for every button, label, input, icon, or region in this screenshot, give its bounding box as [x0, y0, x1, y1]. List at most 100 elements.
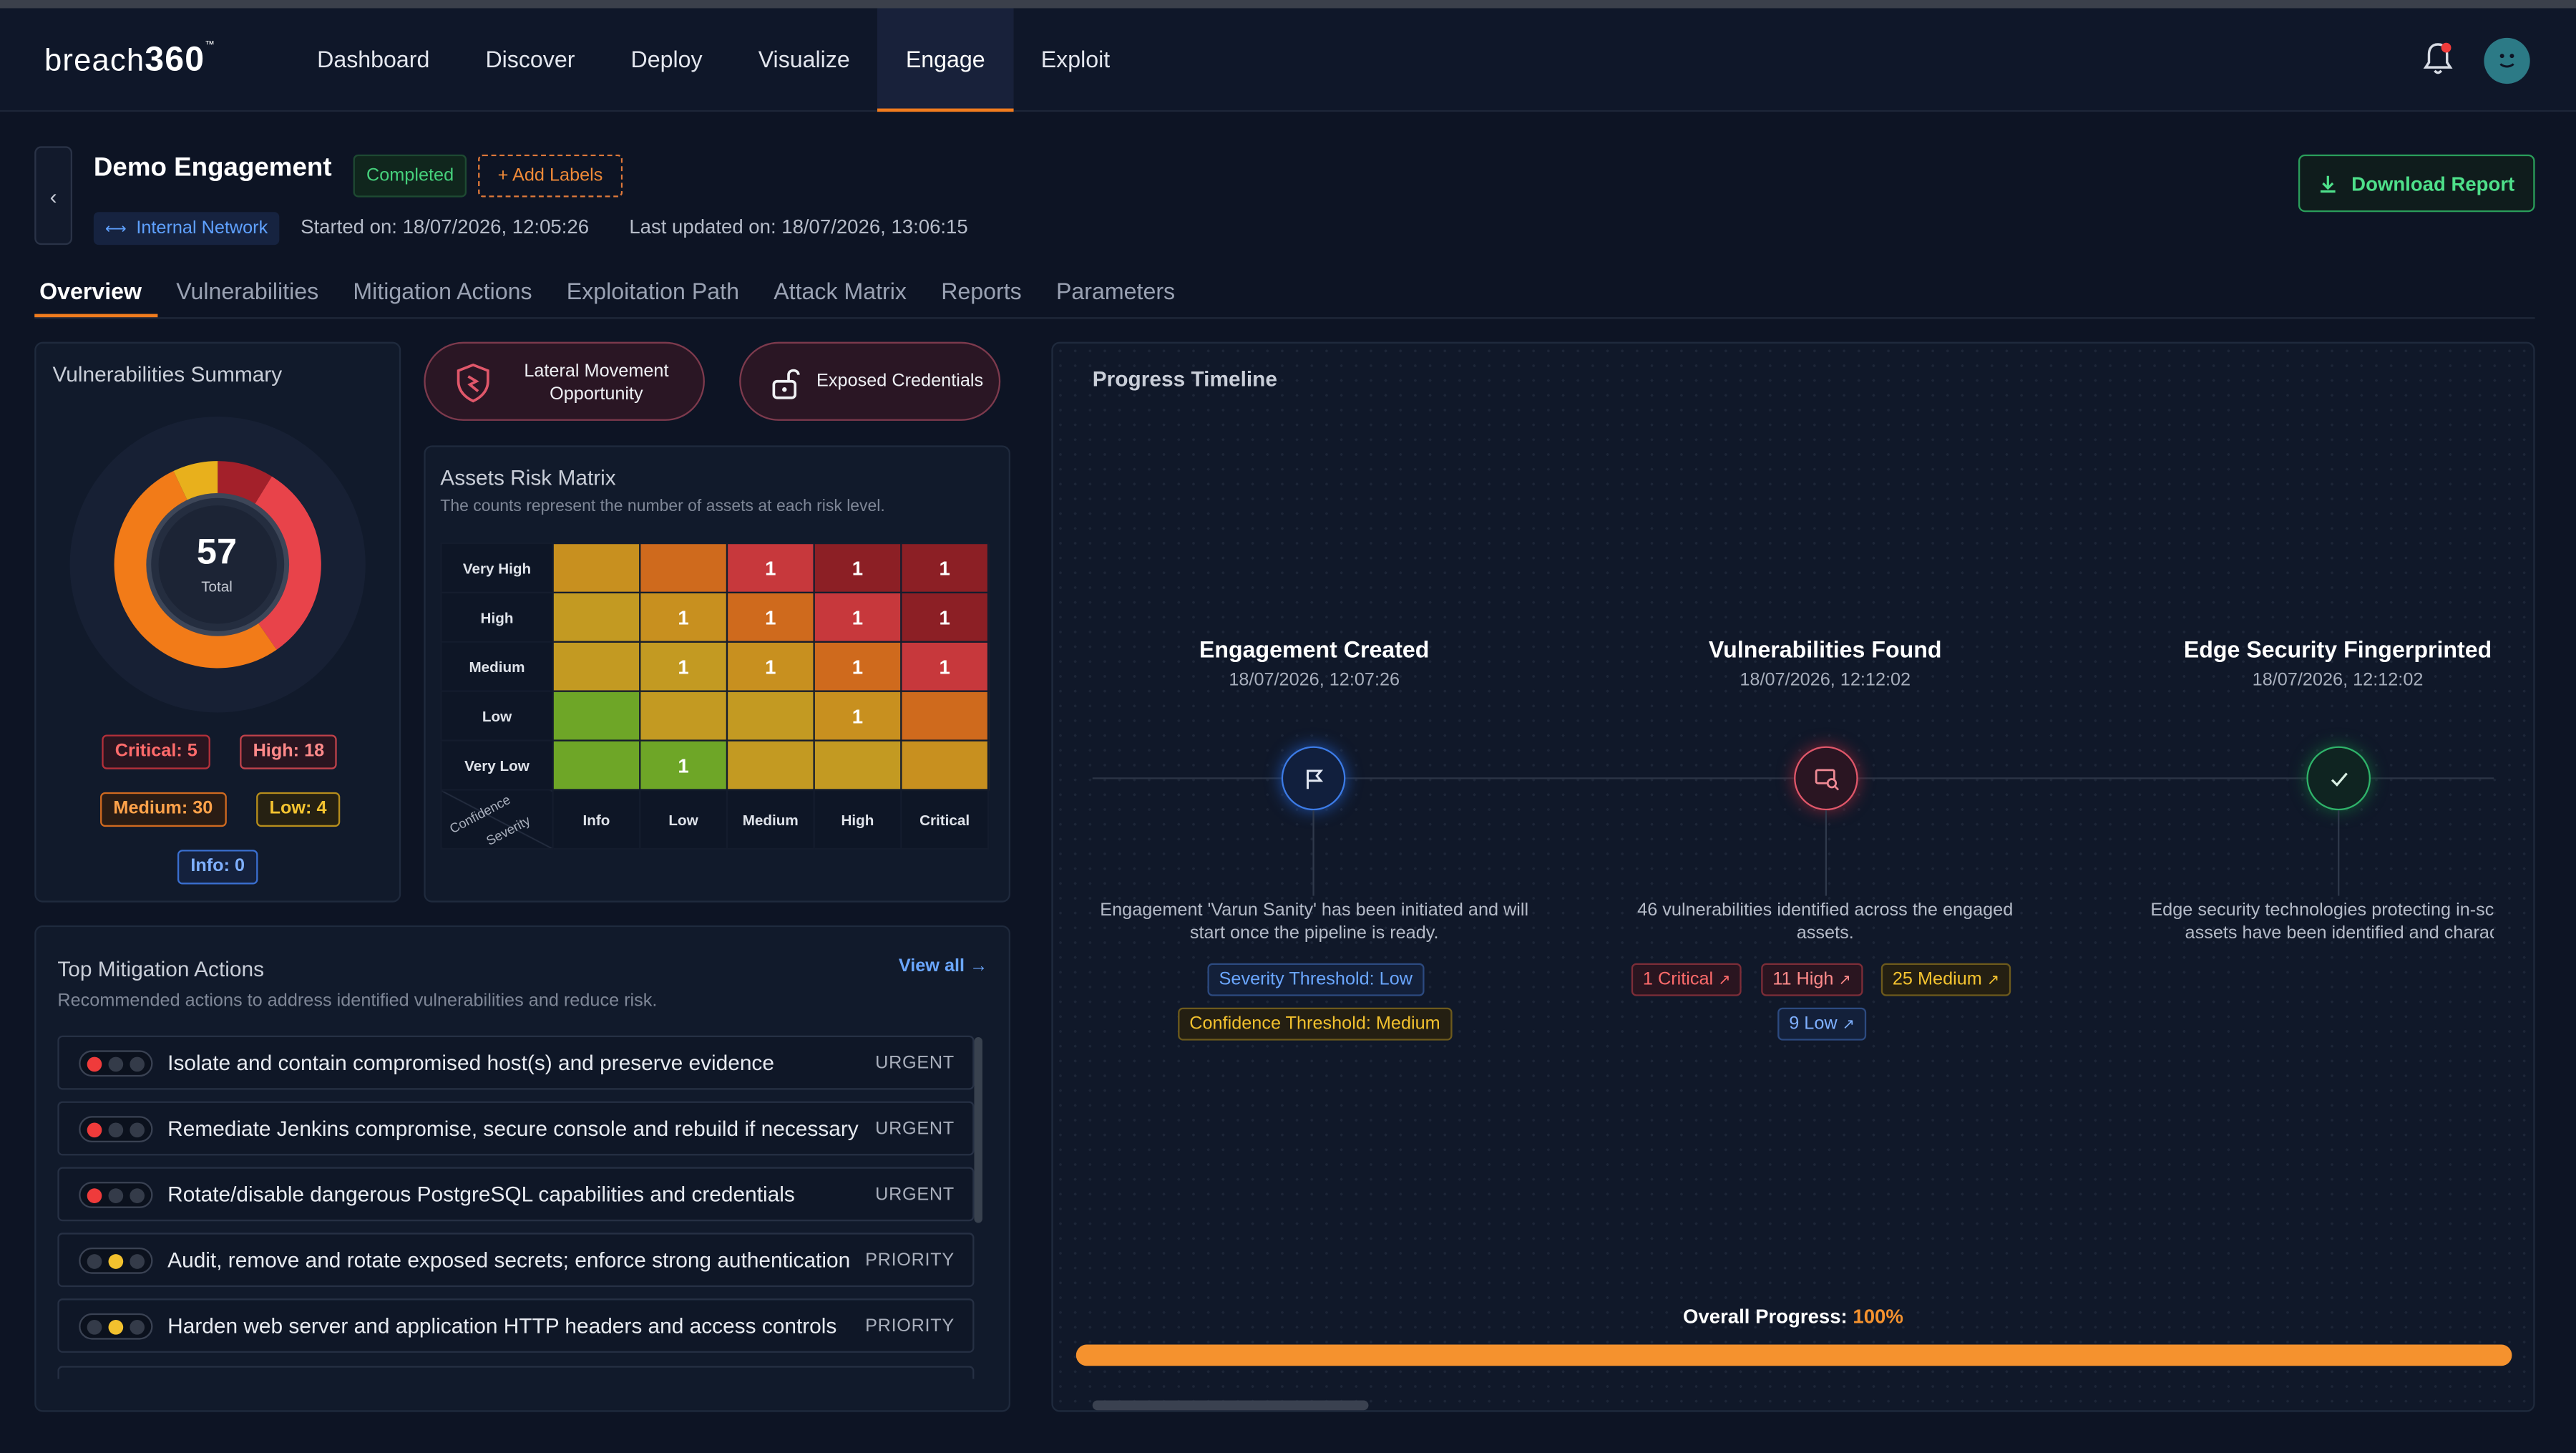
mitigation-text: Isolate and contain compromised host(s) … [167, 1050, 774, 1075]
matrix-cell[interactable]: 1 [813, 690, 902, 742]
status-badge: Completed [353, 154, 467, 198]
nav-discover[interactable]: Discover [485, 46, 575, 73]
timeline-horizontal-scrollbar[interactable] [1092, 1400, 1369, 1411]
tab-reports[interactable]: Reports [941, 278, 1022, 304]
view-all-link[interactable]: View all → [898, 956, 988, 977]
tab-parameters[interactable]: Parameters [1055, 278, 1176, 304]
matrix-row-label: Low [440, 690, 554, 742]
matrix-cell[interactable] [552, 542, 641, 594]
matrix-cell[interactable]: 1 [726, 641, 815, 692]
confidence-threshold-tag: Confidence Threshold: Medium [1178, 1007, 1452, 1041]
user-avatar[interactable] [2484, 37, 2530, 84]
matrix-cell[interactable] [726, 739, 815, 791]
matrix-cell[interactable] [639, 690, 728, 742]
network-icon: ⟷ [104, 220, 127, 237]
matrix-severity-label: Severity [484, 813, 533, 849]
monitor-search-icon [1814, 768, 1838, 790]
traffic-light-icon [79, 1247, 153, 1274]
nav-dashboard[interactable]: Dashboard [317, 46, 430, 73]
download-report-button[interactable]: Download Report [2298, 154, 2535, 213]
main-nav: Dashboard Discover Deploy Visualize Enga… [289, 8, 1138, 112]
mitigation-priority: PRIORITY [865, 1250, 955, 1271]
matrix-cell[interactable]: 1 [726, 591, 815, 643]
critical-tag[interactable]: 1 Critical ↗ [1631, 963, 1742, 996]
tab-vulnerabilities[interactable]: Vulnerabilities [176, 278, 319, 304]
medium-tag[interactable]: 25 Medium ↗ [1880, 963, 2011, 996]
mitigation-item[interactable]: Isolate and contain compromised host(s) … [57, 1035, 975, 1090]
matrix-cell[interactable]: 1 [813, 591, 902, 643]
matrix-cell[interactable] [900, 739, 990, 791]
avatar-face-icon [2499, 54, 2514, 68]
risk-matrix-subtitle: The counts represent the number of asset… [440, 497, 885, 517]
mitigation-text: Audit, remove and rotate exposed secrets… [167, 1247, 851, 1273]
traffic-light-icon [79, 1116, 153, 1142]
donut-slice-medium[interactable] [114, 470, 277, 669]
traffic-light-icon [79, 1313, 153, 1340]
event-node-vulns[interactable] [1794, 746, 1858, 811]
matrix-cell[interactable]: 1 [900, 591, 990, 643]
matrix-cell[interactable] [900, 690, 990, 742]
arrow-right-icon: → [970, 956, 988, 977]
matrix-cell[interactable] [639, 542, 728, 594]
mitigation-priority: PRIORITY [865, 1316, 955, 1336]
back-button[interactable]: ‹ [34, 146, 73, 246]
event-title-vulns: Vulnerabilities Found [1708, 636, 1942, 663]
flag-icon [1305, 769, 1322, 789]
matrix-cell[interactable] [726, 690, 815, 742]
check-icon [2330, 772, 2347, 786]
matrix-col-label: High [813, 789, 902, 850]
matrix-cell[interactable]: 1 [639, 591, 728, 643]
matrix-cell[interactable]: 1 [900, 641, 990, 692]
event-connector [2338, 810, 2340, 896]
add-labels-button[interactable]: + Add Labels [478, 154, 623, 198]
matrix-cell[interactable]: 1 [900, 542, 990, 594]
external-link-icon: ↗ [1986, 971, 2000, 988]
mitigation-item[interactable]: Rotate/disable dangerous PostgreSQL capa… [57, 1167, 975, 1222]
app-logo[interactable]: breach360™ [44, 41, 216, 79]
network-badge: ⟷ Internal Network [93, 212, 280, 246]
mitigation-item[interactable]: Audit, remove and rotate exposed secrets… [57, 1233, 975, 1288]
matrix-cell[interactable]: 1 [639, 739, 728, 791]
overall-progress-fill [1075, 1344, 2512, 1366]
event-node-created[interactable] [1281, 746, 1346, 811]
tab-mitigation-actions[interactable]: Mitigation Actions [353, 278, 532, 304]
matrix-row-label: Very Low [440, 739, 554, 791]
matrix-cell[interactable] [552, 739, 641, 791]
tab-attack-matrix[interactable]: Attack Matrix [774, 278, 907, 304]
shield-icon [457, 363, 489, 403]
download-icon [2321, 175, 2336, 192]
matrix-cell[interactable] [552, 690, 641, 742]
event-node-edge[interactable] [2306, 746, 2371, 811]
mitigation-priority: URGENT [875, 1053, 955, 1074]
nav-visualize[interactable]: Visualize [758, 46, 850, 73]
event-desc-created: Engagement 'Varun Sanity' has been initi… [1100, 900, 1529, 944]
matrix-corner: Confidence Severity [440, 789, 554, 850]
matrix-cell[interactable] [813, 739, 902, 791]
matrix-cell[interactable] [552, 641, 641, 692]
matrix-cell[interactable] [552, 591, 641, 643]
timeline-axis [1092, 777, 2494, 779]
high-tag[interactable]: 11 High ↗ [1761, 963, 1863, 996]
mitigation-subtitle: Recommended actions to address identifie… [57, 991, 658, 1011]
lateral-movement-button[interactable]: Lateral Movement Opportunity [424, 341, 705, 421]
nav-exploit[interactable]: Exploit [1040, 46, 1111, 73]
nav-deploy[interactable]: Deploy [630, 46, 703, 73]
mitigation-scrollbar[interactable] [974, 1037, 982, 1223]
mitigation-item[interactable]: Remediate Jenkins compromise, secure con… [57, 1101, 975, 1156]
matrix-cell[interactable]: 1 [726, 542, 815, 594]
matrix-cell[interactable]: 1 [639, 641, 728, 692]
matrix-row-label: Medium [440, 641, 554, 692]
vulnerability-donut-chart [69, 417, 366, 713]
matrix-cell[interactable]: 1 [813, 542, 902, 594]
mitigation-item[interactable]: Harden web server and application HTTP h… [57, 1298, 975, 1353]
tab-overview[interactable]: Overview [34, 268, 159, 318]
matrix-cell[interactable]: 1 [813, 641, 902, 692]
event-connector [1312, 810, 1314, 896]
nav-engage[interactable]: Engage [877, 8, 1013, 112]
tab-exploitation-path[interactable]: Exploitation Path [566, 278, 740, 304]
low-tag[interactable]: 9 Low ↗ [1777, 1007, 1867, 1041]
matrix-row-label: High [440, 591, 554, 643]
exposed-credentials-button[interactable]: Exposed Credentials [739, 341, 1001, 421]
traffic-light-icon [79, 1050, 153, 1077]
mitigation-priority: URGENT [875, 1185, 955, 1205]
